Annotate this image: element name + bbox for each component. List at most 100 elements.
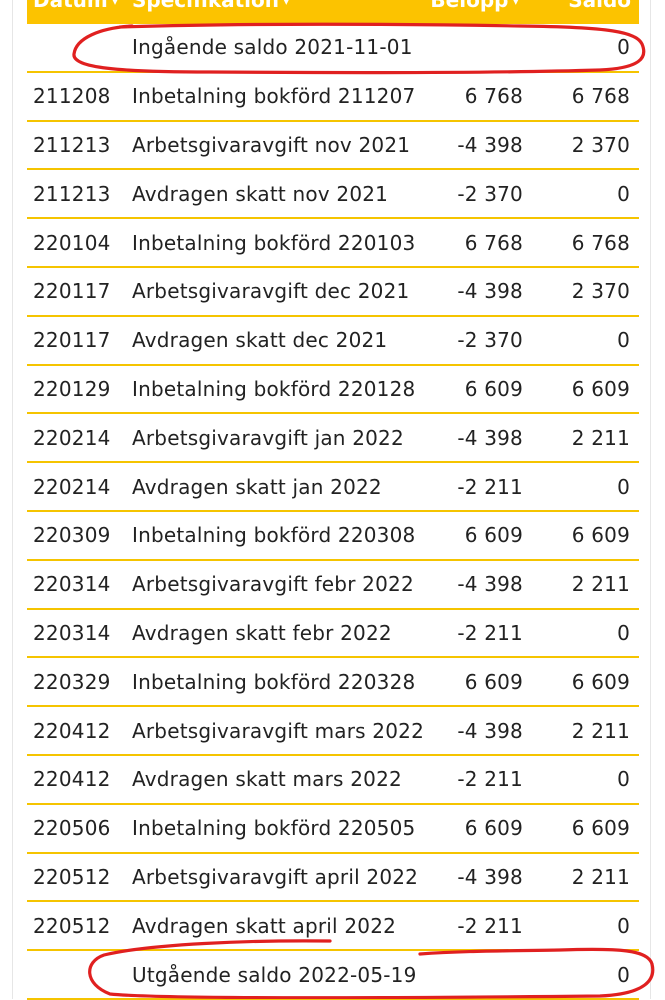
table-row: 220506 Inbetalning bokförd 220505 6 609 … <box>27 805 639 854</box>
cell-amount: -4 398 <box>457 425 523 450</box>
cell-spec: Inbetalning bokförd 220328 <box>132 669 416 694</box>
cell-date: 220314 <box>33 620 111 645</box>
cell-balance: 6 609 <box>571 523 630 548</box>
cell-date: 220329 <box>33 669 111 694</box>
cell-balance: 2 211 <box>571 425 630 450</box>
cell-spec: Arbetsgivaravgift jan 2022 <box>132 425 404 450</box>
cell-amount: 6 609 <box>464 816 523 841</box>
cell-spec: Avdragen skatt mars 2022 <box>132 767 402 792</box>
cell-amount: 6 609 <box>464 669 523 694</box>
table-row: 220104 Inbetalning bokförd 220103 6 768 … <box>27 219 639 268</box>
cell-balance: 2 370 <box>571 132 630 157</box>
cell-date: 220104 <box>33 230 111 255</box>
table-row: 220314 Avdragen skatt febr 2022 -2 211 0 <box>27 610 639 659</box>
cell-date: 220512 <box>33 913 111 938</box>
cell-spec: Utgående saldo 2022-05-19 <box>132 962 417 987</box>
cell-balance: 2 211 <box>571 572 630 597</box>
cell-balance: 2 370 <box>571 279 630 304</box>
column-header-date-label: Datum <box>33 0 108 12</box>
cell-spec: Arbetsgivaravgift febr 2022 <box>132 572 414 597</box>
sort-arrow-icon: ▾ <box>512 0 519 9</box>
cell-balance: 0 <box>617 474 630 499</box>
cell-date: 220214 <box>33 474 111 499</box>
table-row: 220314 Arbetsgivaravgift febr 2022 -4 39… <box>27 561 639 610</box>
cell-amount: -4 398 <box>457 718 523 743</box>
cell-amount: -2 370 <box>457 328 523 353</box>
cell-spec: Arbetsgivaravgift dec 2021 <box>132 279 410 304</box>
cell-balance: 0 <box>617 35 630 60</box>
cell-amount: -4 398 <box>457 132 523 157</box>
closing-balance-row: Utgående saldo 2022-05-19 0 <box>27 951 639 1000</box>
transaction-table: Ingående saldo 2021-11-01 0 211208 Inbet… <box>27 24 639 1000</box>
cell-balance: 6 609 <box>571 816 630 841</box>
cell-amount: -2 211 <box>457 620 523 645</box>
sort-arrow-icon: ▾ <box>111 0 119 9</box>
cell-amount: -2 370 <box>457 181 523 206</box>
cell-spec: Inbetalning bokförd 220128 <box>132 376 416 401</box>
column-header-balance-label: Saldo <box>568 0 631 12</box>
table-header: Datum ▾ Specifikation ▾ Belopp ▾ Saldo <box>27 0 639 24</box>
cell-balance: 6 609 <box>571 376 630 401</box>
cell-date: 220314 <box>33 572 111 597</box>
cell-balance: 6 768 <box>571 230 630 255</box>
table-row: 211208 Inbetalning bokförd 211207 6 768 … <box>27 73 639 122</box>
cell-spec: Avdragen skatt febr 2022 <box>132 620 392 645</box>
cell-balance: 0 <box>617 913 630 938</box>
table-frame <box>12 0 651 999</box>
cell-balance: 0 <box>617 767 630 792</box>
table-row: 220512 Avdragen skatt april 2022 -2 211 … <box>27 902 639 952</box>
column-header-balance[interactable]: Saldo <box>568 0 631 12</box>
column-header-amount[interactable]: Belopp ▾ <box>430 0 519 12</box>
cell-date: 211213 <box>33 181 111 206</box>
cell-amount: -4 398 <box>457 864 523 889</box>
cell-date: 220506 <box>33 816 111 841</box>
cell-amount: 6 768 <box>464 84 523 109</box>
cell-spec: Inbetalning bokförd 220308 <box>132 523 416 548</box>
cell-date: 220117 <box>33 279 111 304</box>
cell-spec: Avdragen skatt april 2022 <box>132 913 397 938</box>
cell-date: 220512 <box>33 864 111 889</box>
cell-amount: -2 211 <box>457 767 523 792</box>
cell-amount: -2 211 <box>457 474 523 499</box>
cell-balance: 0 <box>617 962 630 987</box>
table-row: 220412 Avdragen skatt mars 2022 -2 211 0 <box>27 756 639 805</box>
cell-amount: 6 768 <box>464 230 523 255</box>
cell-spec: Arbetsgivaravgift mars 2022 <box>132 718 425 743</box>
table-row: 220214 Arbetsgivaravgift jan 2022 -4 398… <box>27 414 639 464</box>
table-row: 211213 Arbetsgivaravgift nov 2021 -4 398… <box>27 122 639 171</box>
cell-spec: Arbetsgivaravgift nov 2021 <box>132 132 411 157</box>
cell-date: 220309 <box>33 523 111 548</box>
opening-balance-row: Ingående saldo 2021-11-01 0 <box>27 24 639 73</box>
cell-spec: Avdragen skatt jan 2022 <box>132 474 382 499</box>
cell-spec: Inbetalning bokförd 211207 <box>132 84 416 109</box>
table-row: 220129 Inbetalning bokförd 220128 6 609 … <box>27 366 639 415</box>
column-header-amount-label: Belopp <box>430 0 509 12</box>
table-row: 220309 Inbetalning bokförd 220308 6 609 … <box>27 512 639 561</box>
cell-date: 220129 <box>33 376 111 401</box>
cell-amount: -4 398 <box>457 572 523 597</box>
cell-amount: -2 211 <box>457 913 523 938</box>
cell-spec: Avdragen skatt dec 2021 <box>132 328 388 353</box>
cell-balance: 2 211 <box>571 864 630 889</box>
cell-spec: Avdragen skatt nov 2021 <box>132 181 389 206</box>
column-header-date[interactable]: Datum ▾ <box>33 0 118 12</box>
cell-spec: Arbetsgivaravgift april 2022 <box>132 864 419 889</box>
table-row: 220512 Arbetsgivaravgift april 2022 -4 3… <box>27 854 639 903</box>
cell-date: 220412 <box>33 718 111 743</box>
column-header-spec-label: Specifikation <box>132 0 280 12</box>
column-header-spec[interactable]: Specifikation ▾ <box>132 0 290 12</box>
cell-date: 211208 <box>33 84 111 109</box>
cell-date: 220117 <box>33 328 111 353</box>
sort-arrow-icon: ▾ <box>283 0 290 9</box>
table-row: 220412 Arbetsgivaravgift mars 2022 -4 39… <box>27 707 639 756</box>
table-row: 220214 Avdragen skatt jan 2022 -2 211 0 <box>27 463 639 512</box>
table-row: 220117 Avdragen skatt dec 2021 -2 370 0 <box>27 317 639 366</box>
table-row: 220117 Arbetsgivaravgift dec 2021 -4 398… <box>27 268 639 317</box>
cell-amount: 6 609 <box>464 376 523 401</box>
cell-balance: 6 768 <box>571 84 630 109</box>
table-row: 220329 Inbetalning bokförd 220328 6 609 … <box>27 658 639 708</box>
cell-spec: Ingående saldo 2021-11-01 <box>132 35 413 60</box>
table-row: 211213 Avdragen skatt nov 2021 -2 370 0 <box>27 170 639 220</box>
cell-spec: Inbetalning bokförd 220103 <box>132 230 416 255</box>
cell-date: 211213 <box>33 132 111 157</box>
